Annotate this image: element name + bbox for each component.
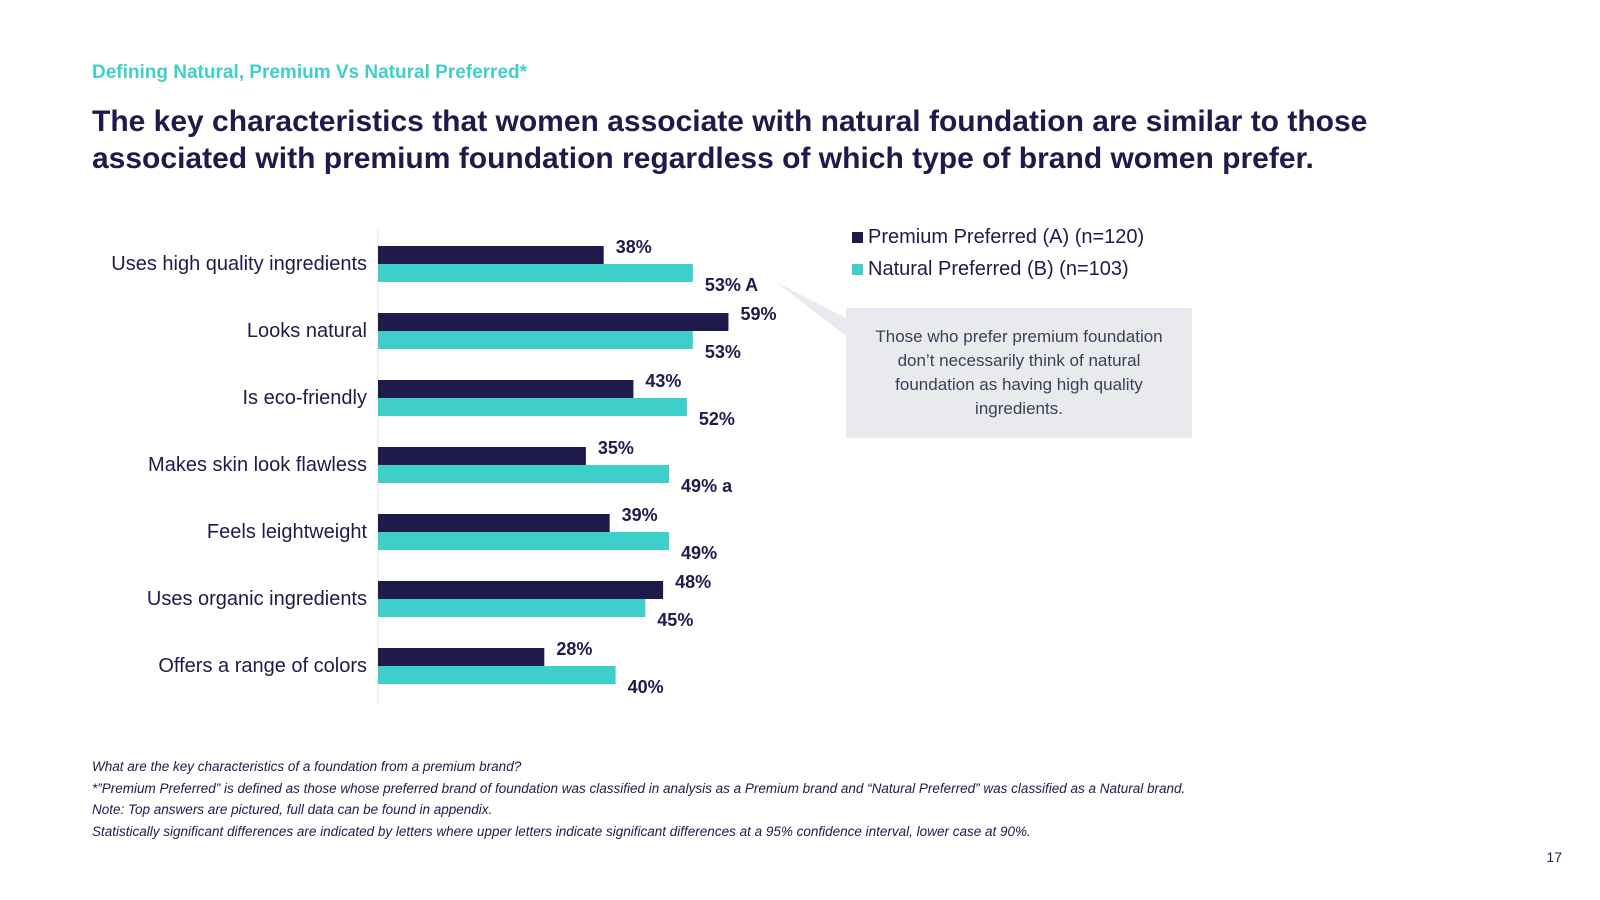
- bar-premium: [378, 648, 545, 666]
- bar-natural: [378, 666, 616, 684]
- legend-swatch-premium: [852, 231, 863, 243]
- bar-premium: [378, 313, 729, 331]
- footnote-definition: *”Premium Preferred” is defined as those…: [92, 780, 1186, 796]
- chart-legend: Premium Preferred (A) (n=120) Natural Pr…: [852, 221, 1144, 285]
- data-label-natural: 53%: [705, 342, 741, 362]
- page-number: 17: [1546, 849, 1562, 865]
- data-label-natural: 40%: [628, 677, 664, 697]
- slide-kicker: Defining Natural, Premium Vs Natural Pre…: [92, 62, 528, 83]
- bar-premium: [378, 246, 604, 264]
- category-label: Feels leightweight: [207, 521, 368, 543]
- data-label-natural: 49% a: [681, 476, 733, 496]
- legend-item-natural: Natural Preferred (B) (n=103): [852, 253, 1144, 285]
- bar-premium: [378, 447, 586, 465]
- bar-premium: [378, 380, 634, 398]
- bar-premium: [378, 581, 664, 599]
- data-label-premium: 35%: [598, 438, 634, 458]
- data-label-premium: 28%: [556, 639, 592, 659]
- data-label-premium: 38%: [616, 237, 652, 257]
- footnote-note: Note: Top answers are pictured, full dat…: [92, 802, 493, 817]
- category-label: Is eco-friendly: [243, 387, 368, 409]
- legend-label-premium: Premium Preferred (A) (n=120): [868, 225, 1145, 248]
- category-label: Offers a range of colors: [158, 655, 367, 677]
- data-label-natural: 45%: [657, 610, 693, 630]
- bar-natural: [378, 465, 670, 483]
- category-label: Uses organic ingredients: [147, 588, 367, 610]
- data-label-premium: 43%: [645, 371, 681, 391]
- bar-natural: [378, 331, 693, 349]
- footnote-question: What are the key characteristics of a fo…: [92, 759, 522, 774]
- data-label-premium: 39%: [622, 505, 658, 525]
- data-label-premium: 48%: [675, 572, 711, 592]
- footnote-significance: Statistically significant differences ar…: [92, 823, 1031, 839]
- category-label: Uses high quality ingredients: [111, 253, 367, 275]
- category-label: Makes skin look flawless: [148, 454, 367, 476]
- bar-natural: [378, 398, 687, 416]
- category-label: Looks natural: [247, 320, 367, 342]
- data-label-natural: 53% A: [705, 275, 758, 295]
- footnotes: What are the key characteristics of a fo…: [92, 756, 1512, 842]
- legend-label-natural: Natural Preferred (B) (n=103): [868, 257, 1129, 280]
- callout-pointer: [776, 282, 846, 336]
- bar-natural: [378, 599, 646, 617]
- data-label-natural: 52%: [699, 409, 735, 429]
- callout-text: Those who prefer premium foundation don’…: [875, 327, 1163, 418]
- slide-headline: The key characteristics that women assoc…: [92, 105, 1368, 175]
- legend-item-premium: Premium Preferred (A) (n=120): [852, 221, 1144, 253]
- data-label-natural: 49%: [681, 543, 717, 563]
- bar-natural: [378, 264, 693, 282]
- legend-swatch-natural: [852, 263, 863, 275]
- bar-natural: [378, 532, 670, 550]
- data-label-premium: 59%: [740, 304, 776, 324]
- bar-premium: [378, 514, 610, 532]
- callout-box: Those who prefer premium foundation don’…: [846, 308, 1192, 438]
